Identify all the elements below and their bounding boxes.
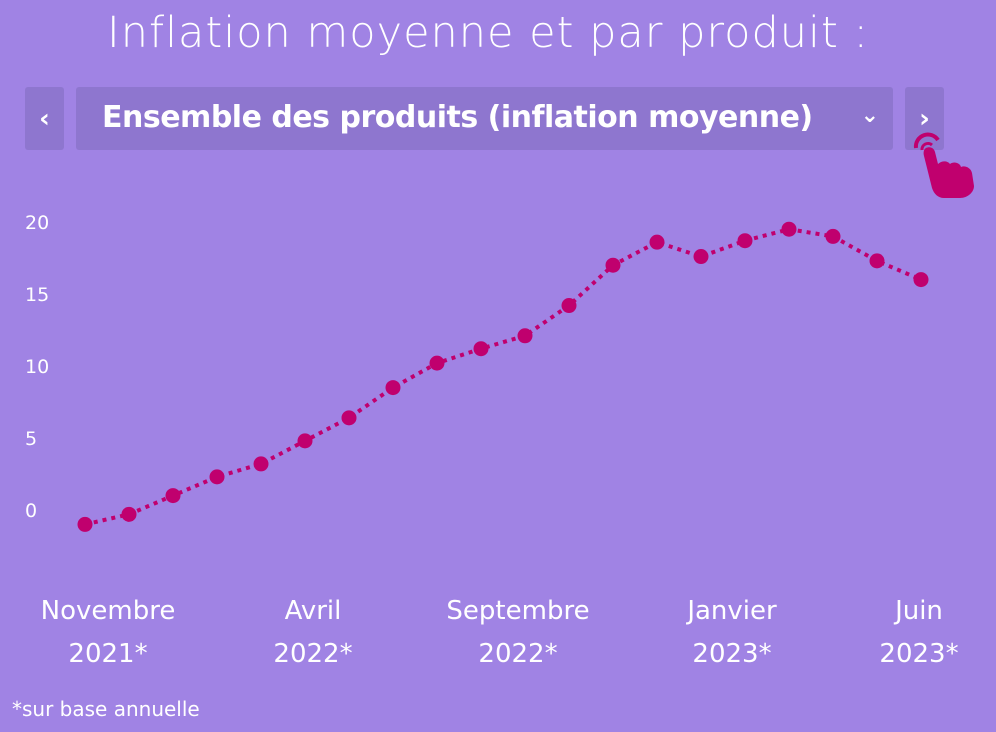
x-tick-month: Septembre xyxy=(446,596,590,626)
data-point[interactable] xyxy=(913,272,929,288)
y-tick-label: 20 xyxy=(25,212,49,234)
data-point[interactable] xyxy=(781,221,797,237)
y-tick-label: 15 xyxy=(25,284,49,306)
data-point[interactable] xyxy=(737,233,753,249)
data-point[interactable] xyxy=(869,253,885,269)
x-tick-month: Janvier xyxy=(687,596,777,626)
data-point[interactable] xyxy=(341,410,357,426)
x-tick-label: Juin 2023* xyxy=(819,590,996,676)
tap-hand-icon xyxy=(913,132,974,198)
x-tick-year: 2021* xyxy=(68,639,148,669)
x-tick-year: 2022* xyxy=(273,639,353,669)
data-point[interactable] xyxy=(605,257,621,273)
x-tick-year: 2023* xyxy=(879,639,959,669)
data-point[interactable] xyxy=(825,228,841,244)
chevron-left-icon: ‹ xyxy=(39,103,50,134)
x-tick-label: Janvier 2023* xyxy=(632,590,832,676)
x-tick-label: Septembre 2022* xyxy=(418,590,618,676)
data-point[interactable] xyxy=(429,355,445,371)
x-tick-label: Avril 2022* xyxy=(213,590,413,676)
x-tick-month: Juin xyxy=(895,596,943,626)
chart-title: Inflation moyenne et par produit : xyxy=(107,8,869,58)
footnote: *sur base annuelle xyxy=(12,697,200,721)
chevron-down-icon: ⌄ xyxy=(860,103,879,128)
data-point[interactable] xyxy=(165,488,181,504)
data-point[interactable] xyxy=(121,506,137,522)
data-point[interactable] xyxy=(649,234,665,250)
data-point[interactable] xyxy=(385,380,401,396)
y-tick-label: 5 xyxy=(25,428,37,450)
data-point[interactable] xyxy=(77,516,93,532)
product-select[interactable]: Ensemble des produits (inflation moyenne… xyxy=(76,87,893,150)
data-point[interactable] xyxy=(209,469,225,485)
data-point[interactable] xyxy=(253,456,269,472)
y-tick-label: 0 xyxy=(25,500,37,522)
product-select-value: Ensemble des produits (inflation moyenne… xyxy=(102,100,813,135)
data-point[interactable] xyxy=(297,433,313,449)
data-point[interactable] xyxy=(693,249,709,265)
chevron-right-icon: › xyxy=(919,103,930,134)
x-tick-year: 2022* xyxy=(478,639,558,669)
x-tick-month: Avril xyxy=(284,596,342,626)
series-line xyxy=(84,227,922,527)
data-point[interactable] xyxy=(561,298,577,314)
previous-button[interactable]: ‹ xyxy=(25,87,64,150)
x-tick-month: Novembre xyxy=(40,596,176,626)
x-tick-year: 2023* xyxy=(692,639,772,669)
data-point[interactable] xyxy=(473,341,489,357)
data-point[interactable] xyxy=(517,328,533,344)
y-tick-label: 10 xyxy=(25,356,49,378)
x-tick-label: Novembre 2021* xyxy=(8,590,208,676)
